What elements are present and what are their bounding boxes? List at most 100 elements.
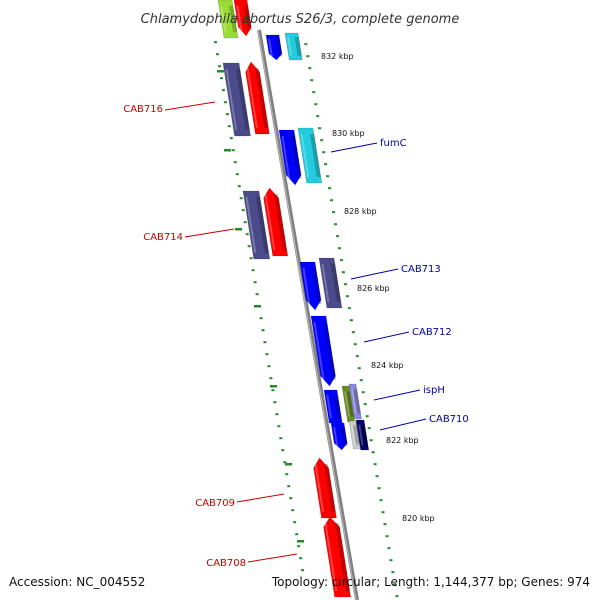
gene-feature[interactable]: [299, 261, 323, 311]
gene-feature[interactable]: [341, 385, 356, 423]
gene-feature[interactable]: [233, 0, 253, 37]
gene-labels: CAB716 CAB714 CAB709 CAB708 fumC CAB713 CAB712…: [123, 101, 469, 569]
gene-label[interactable]: CAB709: [195, 498, 235, 509]
scale-label: 822 kbp: [386, 436, 419, 445]
gene-feature[interactable]: [244, 61, 270, 135]
right-tick: [337, 247, 341, 250]
gene-feature[interactable]: [310, 315, 337, 387]
left-tick: [267, 365, 271, 368]
gene-feature[interactable]: [217, 0, 239, 39]
left-tick: [225, 113, 229, 116]
right-tick: [316, 115, 320, 118]
right-tick: [357, 367, 361, 370]
right-tick: [345, 295, 349, 298]
right-tick: [353, 343, 357, 346]
gene-feature[interactable]: [297, 127, 323, 184]
right-tick: [379, 499, 383, 502]
right-tick: [349, 319, 353, 322]
label-leader-line: [164, 101, 216, 111]
major-tick: [270, 385, 277, 388]
left-tick: [259, 317, 263, 320]
left-tick: [251, 269, 255, 272]
left-tick: [219, 77, 223, 80]
left-tick: [249, 257, 253, 260]
gene-feature[interactable]: [322, 516, 352, 598]
right-tick: [363, 403, 367, 406]
right-tick: [314, 103, 318, 106]
gene-feature[interactable]: [318, 257, 343, 309]
right-tick: [369, 439, 373, 442]
left-tick: [281, 449, 285, 452]
left-tick: [229, 137, 233, 140]
left-tick: [241, 209, 245, 212]
gene-feature[interactable]: [312, 457, 337, 519]
gene-label[interactable]: ispH: [423, 385, 445, 396]
backbone-highlight: [257, 29, 357, 600]
left-tick: [235, 173, 239, 176]
left-tick: [243, 221, 247, 224]
gene-feature[interactable]: [278, 129, 303, 186]
gene-label[interactable]: CAB714: [143, 232, 183, 243]
major-tick: [285, 463, 292, 466]
left-tick: [277, 425, 281, 428]
left-tick: [237, 185, 241, 188]
gene-features: [217, 0, 370, 598]
gene-feature[interactable]: [348, 383, 362, 420]
left-tick: [271, 389, 275, 392]
right-tick: [312, 91, 316, 94]
gene-label[interactable]: CAB712: [412, 327, 452, 338]
gene-feature[interactable]: [323, 389, 343, 424]
right-tick: [361, 391, 365, 394]
genome-backbone: [257, 29, 359, 600]
gene-feature[interactable]: [330, 422, 348, 451]
major-tick: [254, 305, 261, 308]
right-tick: [320, 139, 324, 142]
left-tick: [291, 509, 295, 512]
tick-marks: 832 kbp 830 kbp 828 kbp 826 kbp 824 kbp 822 k…: [213, 41, 435, 598]
major-tick: [224, 149, 231, 152]
label-leader-line: [363, 331, 410, 343]
left-tick: [289, 497, 293, 500]
major-tick: [235, 228, 242, 231]
right-tick: [343, 283, 347, 286]
left-tick: [255, 293, 259, 296]
left-tick: [269, 377, 273, 380]
left-tick: [275, 413, 279, 416]
left-tick: [227, 125, 231, 128]
label-leader-line: [236, 493, 285, 503]
gene-feature[interactable]: [284, 32, 303, 61]
right-tick: [351, 331, 355, 334]
label-leader-line: [373, 389, 421, 401]
gene-label[interactable]: CAB708: [206, 558, 246, 569]
label-leader-line: [379, 418, 427, 431]
gene-label[interactable]: fumC: [380, 138, 407, 149]
gene-label[interactable]: CAB716: [123, 104, 163, 115]
gene-feature[interactable]: [265, 34, 283, 61]
right-tick: [334, 223, 338, 226]
left-tick: [231, 149, 235, 152]
left-tick: [221, 89, 225, 92]
left-tick: [265, 353, 269, 356]
left-tick: [213, 41, 217, 44]
right-tick: [304, 43, 308, 46]
left-tick: [293, 521, 297, 524]
gene-label[interactable]: CAB713: [401, 264, 441, 275]
gene-feature[interactable]: [242, 190, 271, 260]
left-tick: [247, 245, 251, 248]
right-tick: [375, 475, 379, 478]
gene-label[interactable]: CAB710: [429, 414, 469, 425]
right-tick: [371, 451, 375, 454]
right-tick: [355, 355, 359, 358]
gene-feature[interactable]: [262, 187, 289, 257]
right-tick: [381, 511, 385, 514]
right-tick: [330, 199, 334, 202]
right-tick: [310, 79, 314, 82]
gene-feature[interactable]: [355, 419, 370, 451]
gene-feature[interactable]: [348, 420, 361, 450]
gene-feature[interactable]: [222, 62, 251, 137]
label-leader-line: [350, 268, 399, 280]
left-tick: [295, 533, 299, 536]
map-title: Chlamydophila abortus S26/3, complete ge…: [141, 12, 460, 27]
major-tick: [297, 540, 304, 543]
